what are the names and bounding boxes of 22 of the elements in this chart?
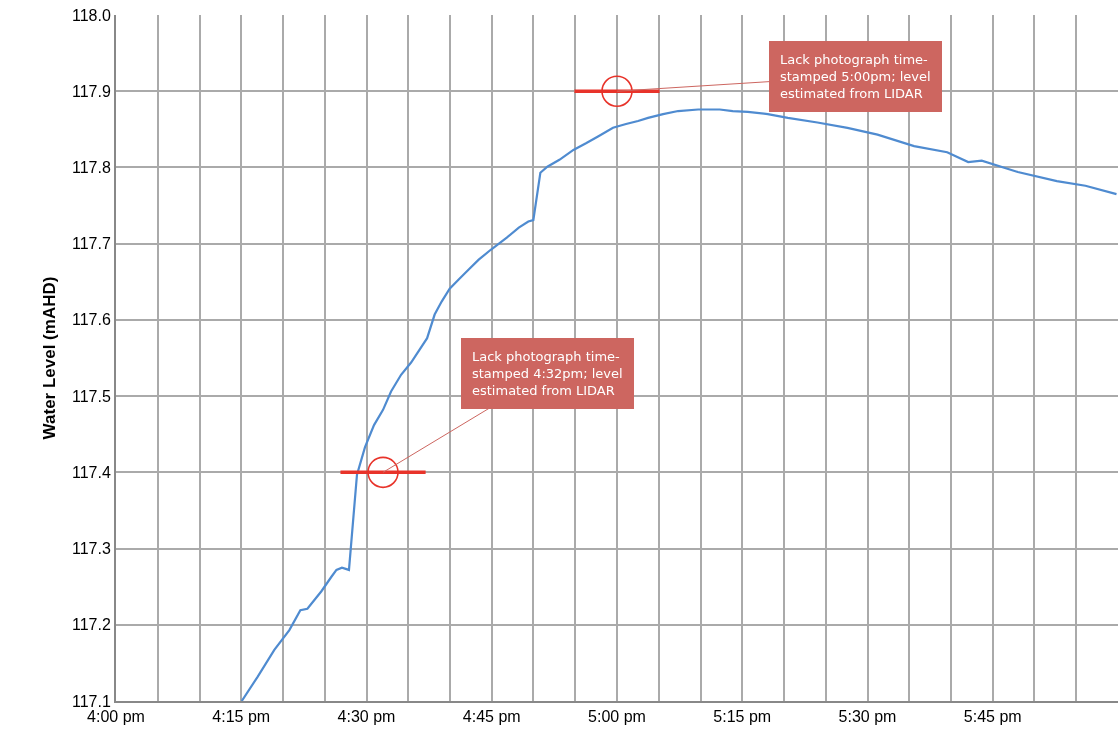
- y-tick-label: 117.5: [71, 387, 111, 405]
- x-tick-label: 5:15 pm: [713, 708, 772, 726]
- y-tick-label: 117.1: [71, 692, 111, 710]
- x-tick-label: 4:15 pm: [212, 708, 271, 726]
- x-tick-label: 5:00 pm: [588, 708, 646, 726]
- annotation: Lack photograph time-stamped 4:32pm; level estimated from LIDAR: [472, 349, 623, 398]
- x-tick-label: 4:45 pm: [462, 708, 521, 726]
- x-tick-label: 5:45 pm: [963, 708, 1022, 726]
- y-tick-label: 117.2: [71, 616, 111, 634]
- y-tick-label: 117.4: [71, 463, 111, 481]
- y-tick-label: 117.7: [71, 235, 111, 253]
- y-tick-label: 117.8: [71, 159, 111, 177]
- y-axis-title: Water Level (mAHD): [39, 276, 59, 440]
- x-tick-label: 5:30 pm: [838, 708, 897, 726]
- y-tick-label: 118.0: [71, 6, 111, 24]
- x-tick-label: 4:00 pm: [87, 708, 145, 726]
- line-series: [240, 108, 1118, 701]
- annotation: Lack photograph time-stamped 5:00pm; level estimated from LIDAR: [780, 52, 931, 101]
- y-tick-label: 117.3: [71, 540, 111, 558]
- x-tick-label: 4:30 pm: [337, 708, 396, 726]
- y-tick-label: 117.6: [71, 311, 111, 329]
- y-tick-label: 117.9: [71, 82, 111, 100]
